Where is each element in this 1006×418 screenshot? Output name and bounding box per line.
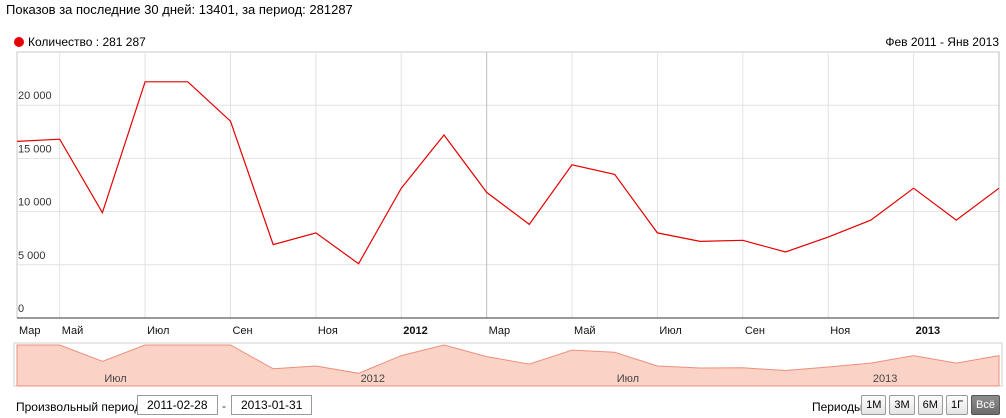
data-point [272, 243, 275, 246]
data-point [186, 80, 189, 83]
series-layer [16, 80, 1001, 265]
data-point [656, 231, 659, 234]
x-tick-label: Ноя [830, 325, 850, 337]
date-from-field[interactable]: 2011-02-28 [137, 395, 218, 415]
navigator-label: 2013 [873, 373, 897, 385]
x-tick-label: Сен [232, 325, 252, 337]
periods-label: Периоды: [811, 400, 866, 414]
data-point [357, 262, 360, 265]
data-point [16, 140, 19, 143]
y-axis: 0 5 000 10 000 15 000 20 000 [18, 90, 52, 315]
data-point [485, 191, 488, 194]
navigator-label: Июл [617, 373, 639, 385]
series-line [16, 81, 1000, 265]
y-tick-label: 5 000 [18, 250, 46, 262]
x-tick-label: Сен [745, 325, 765, 337]
x-tick-label: Мар [489, 325, 511, 337]
y-tick-label: 10 000 [18, 197, 52, 209]
x-tick-label: Мар [19, 325, 41, 337]
navigator-label: Июл [104, 373, 126, 385]
plot-grid [16, 51, 1000, 319]
y-tick-label: 0 [18, 303, 24, 315]
y-tick-label: 15 000 [18, 143, 52, 155]
x-tick-label: Май [574, 325, 596, 337]
data-point [613, 173, 616, 176]
x-tick-label: Май [62, 325, 84, 337]
line-chart[interactable]: 0 5 000 10 000 15 000 20 000 Мар Май Июл Сен Ноя… [0, 0, 1006, 394]
navigator: Июл 2012 Июл 2013 [13, 342, 1003, 387]
data-point [827, 236, 830, 239]
date-to-field[interactable]: 2013-01-31 [231, 395, 313, 415]
period-button[interactable]: 3М [889, 395, 915, 415]
period-buttons: 1М 3М 6М 1Г Всё [861, 395, 1000, 415]
data-point [101, 211, 104, 214]
x-tick-label: 2013 [916, 325, 940, 337]
controls-bar: Произвольный период: 2011-02-28 - 2013-0… [0, 394, 1006, 418]
data-point [442, 133, 445, 136]
legend-label: Количество : 281 287 [28, 35, 146, 49]
navigator-area [16, 344, 1000, 387]
data-point [955, 219, 958, 222]
data-point [528, 223, 531, 226]
legend[interactable]: Количество : 281 287 [14, 35, 146, 49]
period-button[interactable]: 1Г [945, 395, 969, 415]
period-button[interactable]: 1М [861, 395, 887, 415]
data-point [400, 187, 403, 190]
summary-text: Показов за последние 30 дней: 13401, за … [6, 2, 353, 17]
data-point [229, 120, 232, 123]
data-point [144, 80, 147, 83]
custom-period-label: Произвольный период: [16, 400, 145, 414]
data-point [869, 219, 872, 222]
data-point [784, 251, 787, 254]
period-button[interactable]: Всё [971, 395, 1000, 415]
y-tick-label: 20 000 [18, 90, 52, 102]
x-tick-label: 2012 [403, 325, 427, 337]
x-axis: Мар Май Июл Сен Ноя 2012 Мар Май Июл Сен Ноя 2013 [19, 325, 940, 337]
period-button[interactable]: 6М [917, 395, 943, 415]
plot-area [16, 51, 1000, 319]
x-tick-label: Июл [659, 325, 681, 337]
date-separator: - [222, 399, 226, 413]
date-range-label: Фев 2011 - Янв 2013 [885, 35, 999, 49]
x-tick-label: Ноя [318, 325, 338, 337]
data-point [571, 163, 574, 166]
data-point [58, 138, 61, 141]
x-tick-label: Июл [147, 325, 169, 337]
navigator-label: 2012 [361, 373, 385, 385]
data-point [912, 187, 915, 190]
data-point [314, 231, 317, 234]
data-point [699, 240, 702, 243]
data-point [741, 239, 744, 242]
data-point [998, 187, 1001, 190]
legend-marker [14, 37, 24, 47]
